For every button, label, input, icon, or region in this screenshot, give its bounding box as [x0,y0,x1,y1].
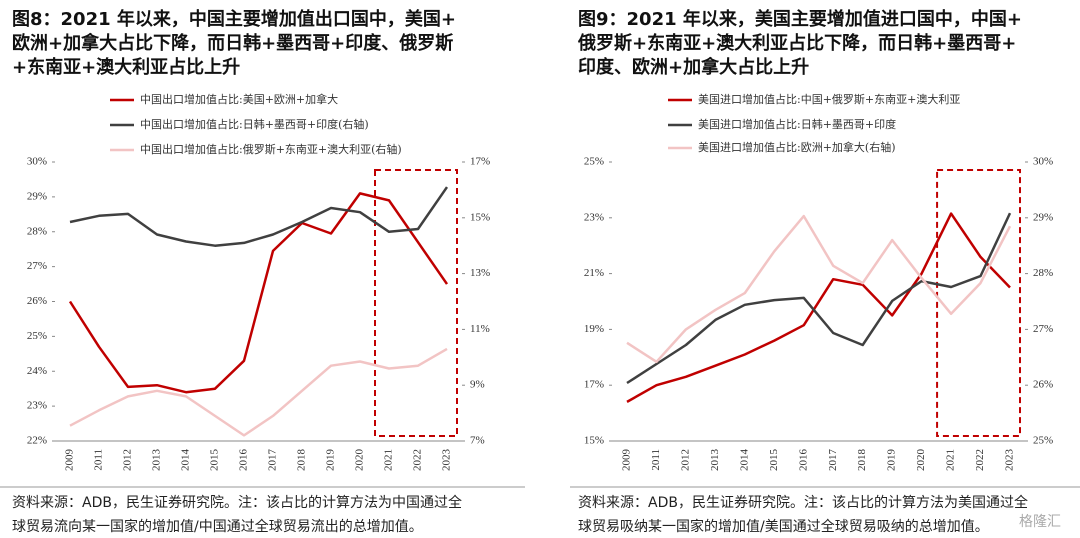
x-tick-label: 2019 [325,449,337,472]
x-tick-label: 2012 [122,449,134,471]
y-tick-label: 21% [584,267,604,279]
watermark: 格隆汇 [1019,514,1061,530]
x-tick-label: 2011 [93,449,105,471]
x-tick-label: 2015 [768,449,780,472]
y-tick-label: 17% [584,379,604,391]
chart-title: +东南亚+澳大利亚占比上升 [12,56,240,78]
chart-title: 图9：2021 年以来，美国主要增加值进口国中，中国+ [578,8,1022,30]
footnote: 球贸易流向某一国家的增加值/中国通过全球贸易流出的总增加值。 [12,518,423,535]
x-tick-label: 2021 [945,449,957,471]
y-tick-label: 26% [27,295,47,307]
y2-tick-label: 30% [1033,156,1053,168]
x-tick-label: 2018 [296,449,308,472]
chart-title: 欧洲+加拿大占比下降，而日韩+墨西哥+印度、俄罗斯 [12,32,453,54]
x-tick-label: 2016 [238,449,250,472]
y-tick-label: 24% [27,365,47,377]
x-tick-label: 2014 [738,449,750,472]
x-tick-label: 2009 [621,449,633,472]
series-line [69,186,449,247]
y-tick-label: 15% [584,435,604,447]
y-tick-label: 30% [27,156,47,168]
legend-label: 美国进口增加值占比:日韩+墨西哥+印度 [698,117,896,131]
footnote: 球贸易吸纳某一国家的增加值/美国通过全球贸易吸纳的总增加值。 [578,518,989,535]
y2-tick-label: 28% [1033,267,1053,279]
x-tick-label: 2023 [1004,449,1016,472]
x-tick-label: 2017 [267,449,279,472]
y2-tick-label: 27% [1033,323,1053,335]
y2-tick-label: 26% [1033,379,1053,391]
x-tick-label: 2022 [974,449,986,471]
y2-tick-label: 7% [470,435,485,447]
x-tick-label: 2015 [209,449,221,472]
y-tick-label: 25% [27,330,47,342]
chart-title: 图8：2021 年以来，中国主要增加值出口国中，美国+ [12,8,456,30]
footnote: 资料来源：ADB，民生证券研究院。注：该占比的计算方法为中国通过全 [12,494,462,511]
chart-title: 印度、欧洲+加拿大占比上升 [578,56,809,78]
series-line [626,212,1011,403]
y2-tick-label: 17% [470,156,490,168]
legend-label: 美国进口增加值占比:中国+俄罗斯+东南亚+澳大利亚 [698,92,960,106]
series-line [626,212,1012,385]
series-line [68,192,449,394]
legend-label: 中国出口增加值占比:俄罗斯+东南亚+澳大利亚(右轴) [140,142,402,156]
y2-tick-label: 9% [470,379,485,391]
y2-tick-label: 15% [470,211,490,223]
x-tick-label: 2011 [650,449,662,471]
x-tick-label: 2018 [856,449,868,472]
y2-tick-label: 25% [1033,435,1053,447]
x-tick-label: 2023 [441,449,453,472]
highlight-box [936,169,1021,437]
x-tick-label: 2017 [827,449,839,472]
legend-label: 中国出口增加值占比:日韩+墨西哥+印度(右轴) [140,117,369,131]
y-tick-label: 23% [584,211,604,223]
legend-label: 美国进口增加值占比:欧洲+加拿大(右轴) [698,140,896,154]
x-tick-label: 2013 [709,449,721,472]
chart-title: 俄罗斯+东南亚+澳大利亚占比下降，而日韩+墨西哥+ [577,32,1016,54]
x-tick-label: 2014 [180,449,192,472]
x-tick-label: 2012 [679,449,691,471]
y-tick-label: 28% [27,225,47,237]
x-tick-label: 2009 [64,449,76,472]
x-tick-label: 2019 [886,449,898,472]
x-tick-label: 2016 [797,449,809,472]
y-tick-label: 23% [27,400,47,412]
y-tick-label: 29% [27,190,47,202]
y-tick-label: 25% [584,156,604,168]
y2-tick-label: 13% [470,267,490,279]
footnote: 资料来源：ADB，民生证券研究院。注：该占比的计算方法为美国通过全 [578,494,1028,511]
x-tick-label: 2021 [383,449,395,471]
y-tick-label: 19% [584,323,604,335]
y-tick-label: 22% [27,435,47,447]
x-tick-label: 2013 [151,449,163,472]
y2-tick-label: 11% [470,323,490,335]
y2-tick-label: 29% [1033,211,1053,223]
x-tick-label: 2020 [354,449,366,472]
legend-label: 中国出口增加值占比:美国+欧洲+加拿大 [140,92,338,106]
highlight-box [374,169,458,437]
y-tick-label: 27% [27,260,47,272]
x-tick-label: 2020 [915,449,927,472]
series-line [626,214,1012,364]
x-tick-label: 2022 [412,449,424,471]
series-line [69,347,448,437]
